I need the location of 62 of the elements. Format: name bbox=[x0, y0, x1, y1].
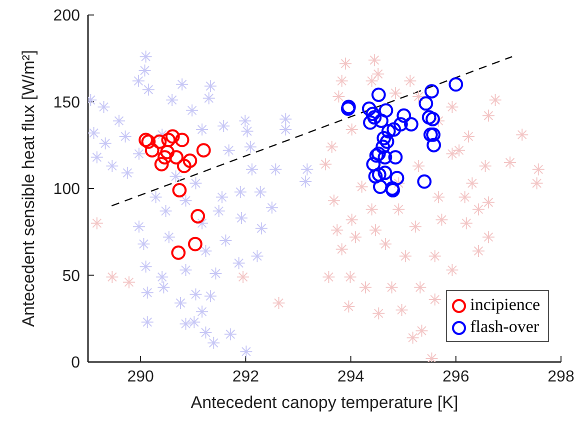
point bbox=[388, 150, 403, 164]
point bbox=[390, 170, 404, 186]
y-tick-label: 150 bbox=[53, 94, 80, 112]
point bbox=[426, 128, 440, 142]
point bbox=[362, 101, 376, 116]
point bbox=[161, 132, 176, 148]
point bbox=[426, 112, 440, 126]
point bbox=[165, 129, 180, 144]
point bbox=[418, 96, 434, 111]
point bbox=[381, 124, 396, 138]
point bbox=[172, 183, 187, 198]
x-tick-label: 294 bbox=[337, 368, 364, 386]
point bbox=[394, 117, 408, 132]
point bbox=[154, 157, 169, 172]
point bbox=[448, 77, 464, 92]
point bbox=[371, 88, 386, 102]
point bbox=[171, 245, 186, 260]
point bbox=[160, 144, 175, 160]
point bbox=[396, 108, 412, 123]
y-tick-label: 0 bbox=[71, 354, 80, 372]
point bbox=[417, 174, 432, 189]
legend-label: flash-over bbox=[470, 316, 540, 338]
x-axis-title: Antecedent canopy temperature [K] bbox=[190, 393, 458, 412]
point bbox=[182, 154, 198, 168]
point bbox=[378, 166, 392, 180]
x-tick-label: 290 bbox=[127, 368, 154, 386]
point bbox=[376, 140, 390, 154]
point bbox=[376, 130, 392, 146]
point bbox=[424, 84, 439, 99]
legend-label: incipience bbox=[470, 294, 540, 316]
y-tick-label: 50 bbox=[62, 268, 80, 285]
point bbox=[190, 209, 206, 224]
point bbox=[373, 180, 388, 194]
point bbox=[386, 122, 402, 137]
y-axis-title: Antecedent sensible heat flux [W/m²] bbox=[19, 50, 38, 327]
point bbox=[404, 117, 418, 132]
point bbox=[366, 157, 381, 172]
point bbox=[196, 143, 211, 158]
point bbox=[422, 110, 436, 125]
point bbox=[367, 110, 382, 125]
point bbox=[363, 115, 378, 130]
point bbox=[176, 158, 192, 174]
y-tick-label: 100 bbox=[53, 181, 80, 198]
point bbox=[378, 103, 394, 118]
x-tick-label: 296 bbox=[442, 368, 470, 386]
x-tick-label: 298 bbox=[548, 368, 574, 386]
x-tick-label: 292 bbox=[232, 368, 260, 386]
point bbox=[372, 167, 386, 182]
point bbox=[426, 138, 442, 152]
point bbox=[366, 106, 380, 122]
point bbox=[380, 134, 394, 149]
point bbox=[144, 143, 160, 158]
point bbox=[152, 134, 167, 149]
point bbox=[174, 132, 190, 148]
point bbox=[423, 128, 438, 142]
y-tick-label: 200 bbox=[53, 8, 80, 25]
point bbox=[374, 114, 388, 128]
point bbox=[368, 169, 383, 184]
point bbox=[158, 150, 172, 164]
point bbox=[188, 236, 202, 252]
point bbox=[378, 150, 392, 164]
point bbox=[169, 150, 184, 164]
